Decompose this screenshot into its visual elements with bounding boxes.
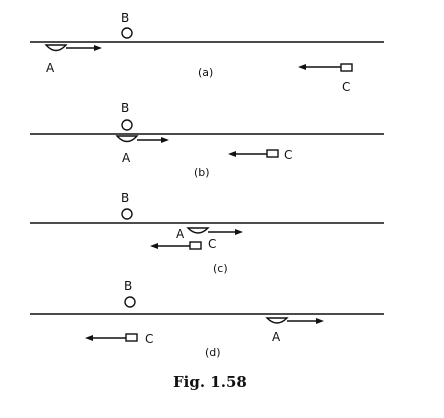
object-b — [121, 208, 133, 220]
object-c — [189, 241, 202, 250]
object-a — [115, 135, 139, 143]
panel-d: B A C (d) — [30, 279, 384, 359]
panel-b: B A C (b) — [30, 101, 384, 179]
label-a: A — [176, 227, 185, 241]
arrowhead-c — [85, 335, 93, 341]
arrowhead-c — [298, 64, 306, 70]
arrowhead-a — [316, 318, 324, 324]
label-b: B — [121, 11, 129, 25]
label-c: C — [284, 148, 292, 162]
object-c — [340, 63, 353, 72]
label-b: B — [121, 101, 129, 115]
object-c — [266, 149, 279, 158]
label-c: C — [342, 80, 350, 94]
object-a — [186, 227, 210, 234]
panel-a: B A (a) C — [30, 11, 384, 94]
label-a: A — [272, 330, 281, 344]
arrowhead-a — [161, 137, 169, 143]
panel-tag: (b) — [194, 166, 210, 179]
object-b — [121, 27, 133, 39]
figure-caption: Fig. 1.58 — [173, 373, 247, 391]
object-c — [125, 333, 138, 342]
arrowhead-a — [235, 229, 243, 235]
object-b — [124, 296, 136, 308]
label-c: C — [208, 237, 216, 251]
panel-c: B A C (c) — [30, 191, 384, 275]
panel-tag: (c) — [213, 262, 228, 275]
label-b: B — [124, 279, 132, 293]
object-b — [121, 119, 133, 131]
label-a: A — [122, 151, 131, 165]
arrowhead-c — [228, 151, 236, 157]
arrowhead-c — [150, 243, 158, 249]
panel-tag: (a) — [198, 66, 213, 79]
label-a: A — [46, 61, 55, 75]
arrowhead-a — [94, 45, 102, 51]
object-a — [265, 317, 289, 324]
panel-tag: (d) — [205, 346, 221, 359]
object-a — [44, 44, 68, 52]
label-c: C — [145, 332, 153, 346]
label-b: B — [121, 191, 129, 205]
